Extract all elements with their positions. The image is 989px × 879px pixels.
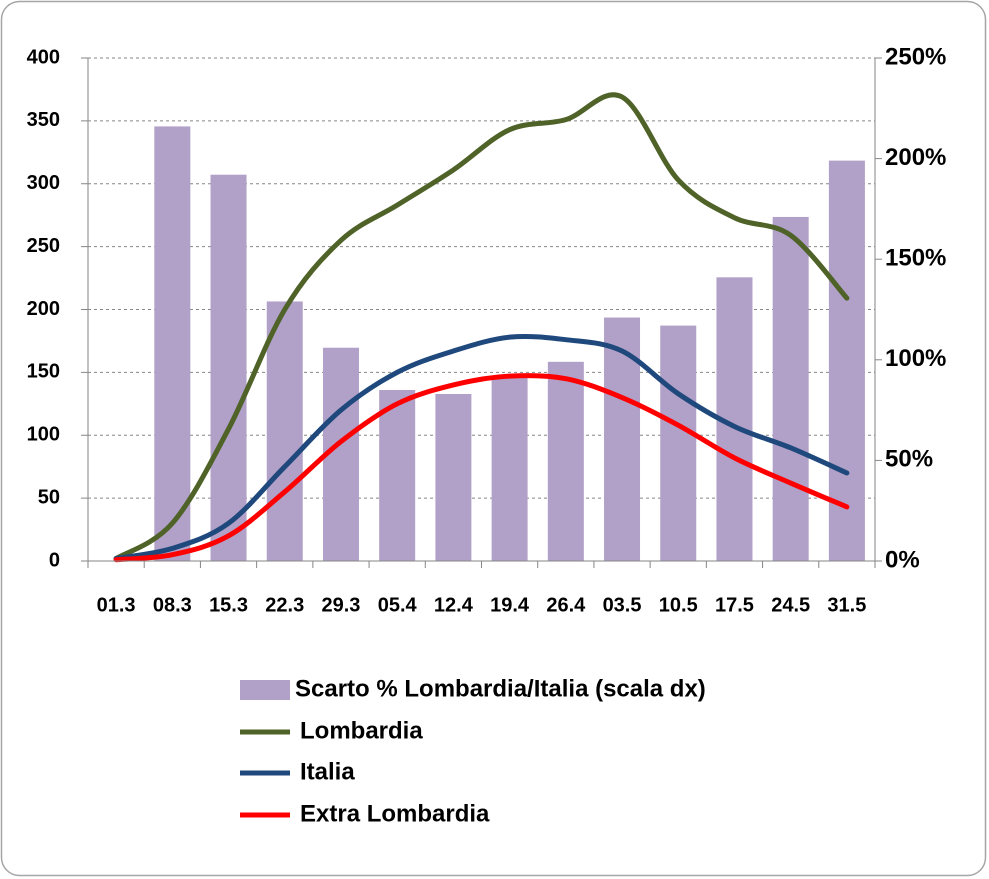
x-tick-label: 10.5: [659, 594, 698, 616]
bar: [154, 126, 191, 562]
y-tick-label: 0: [49, 549, 60, 571]
bar: [604, 317, 641, 561]
y-tick-label: 200: [27, 298, 60, 320]
x-tick-label: 19.4: [490, 594, 530, 616]
line: [113, 333, 850, 561]
bar: [828, 160, 865, 561]
bar: [491, 375, 528, 561]
x-tick-label: 31.5: [827, 594, 866, 616]
y2-tick-label: 150%: [885, 245, 946, 272]
y-tick-label: 50: [38, 486, 60, 508]
line: [113, 373, 850, 563]
y2-tick-label: 0%: [885, 546, 920, 573]
legend-swatch: [240, 680, 290, 700]
y2-tick-label: 200%: [885, 144, 946, 171]
bar: [547, 361, 584, 561]
x-tick-label: 17.5: [715, 594, 754, 616]
bar: [660, 325, 697, 561]
x-tick-label: 01.3: [97, 594, 136, 616]
x-tick-label: 26.4: [546, 594, 586, 616]
bar: [210, 174, 247, 562]
x-tick-label: 08.3: [153, 594, 192, 616]
y2-tick-label: 250%: [885, 43, 946, 70]
y-tick-label: 250: [27, 235, 60, 257]
line: [113, 92, 850, 561]
x-tick-label: 24.5: [771, 594, 810, 616]
bar: [379, 389, 416, 561]
y-tick-label: 150: [27, 361, 60, 383]
x-tick-label: 15.3: [209, 594, 248, 616]
y-tick-label: 100: [27, 424, 60, 446]
y2-tick-label: 50%: [885, 446, 933, 473]
legend-label: Italia: [300, 758, 355, 785]
y-tick-label: 400: [27, 46, 60, 68]
x-tick-label: 05.4: [378, 594, 418, 616]
legend-label: Lombardia: [300, 717, 423, 744]
x-tick-label: 03.5: [603, 594, 642, 616]
x-tick-label: 29.3: [321, 594, 360, 616]
bar: [435, 394, 472, 561]
bar: [266, 301, 303, 561]
x-tick-label: 12.4: [434, 594, 474, 616]
bar: [772, 216, 809, 561]
legend-label: Scarto % Lombardia/Italia (scala dx): [295, 675, 706, 702]
x-tick-label: 22.3: [265, 594, 304, 616]
legend-label: Extra Lombardia: [300, 800, 490, 827]
y-tick-label: 350: [27, 109, 60, 131]
y-tick-label: 300: [27, 172, 60, 194]
y2-tick-label: 100%: [885, 345, 946, 372]
